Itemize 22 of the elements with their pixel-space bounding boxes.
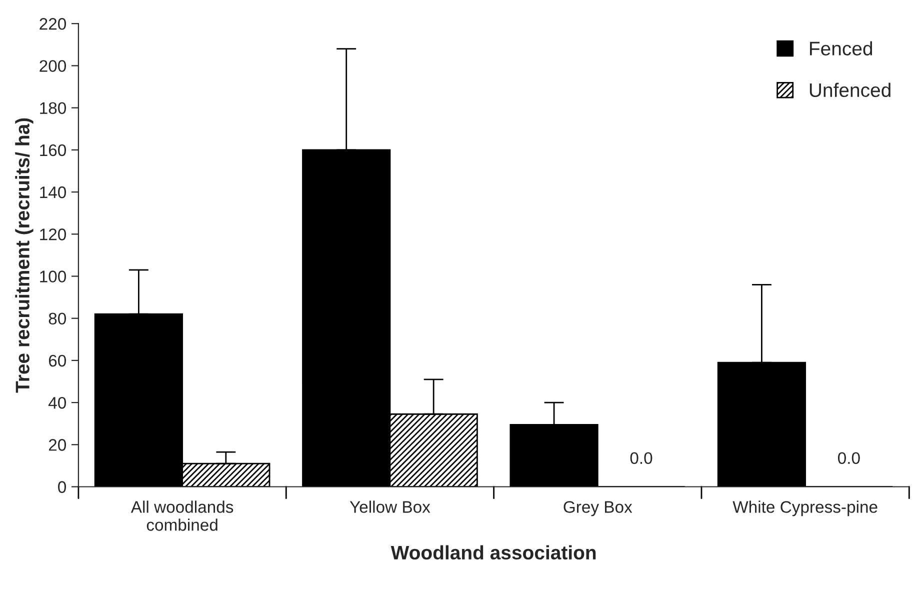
x-tick-label: Grey Box [564,501,632,516]
x-tick-label: Yellow Box [350,500,430,513]
y-tick-label: 180 [40,102,66,114]
y-tick-label: 100 [40,270,66,282]
y-tick-label: 120 [40,228,66,240]
y-tick-label: 200 [40,60,66,72]
y-tick-label: 0 [58,481,66,493]
y-tick-label: 160 [40,144,66,156]
x-tick-label: All woodlands combined [130,500,234,531]
y-tick-label: 20 [48,439,66,451]
data-label: 0.0 [838,452,860,464]
x-axis-title: Woodland association [390,545,596,560]
x-tick-label: White Cypress-pine [732,500,878,516]
y-axis-title: Tree recruitment (recruits/ ha) [15,118,34,393]
y-tick-label: 220 [40,18,66,30]
y-tick-label: 140 [40,186,66,198]
y-tick-label: 60 [48,354,66,367]
y-tick-label: 80 [48,312,66,325]
y-tick-label: 40 [48,396,66,409]
data-label: 0.0 [630,452,652,464]
legend-label: Fenced [810,41,872,56]
legend-label: Unfenced [810,82,890,98]
